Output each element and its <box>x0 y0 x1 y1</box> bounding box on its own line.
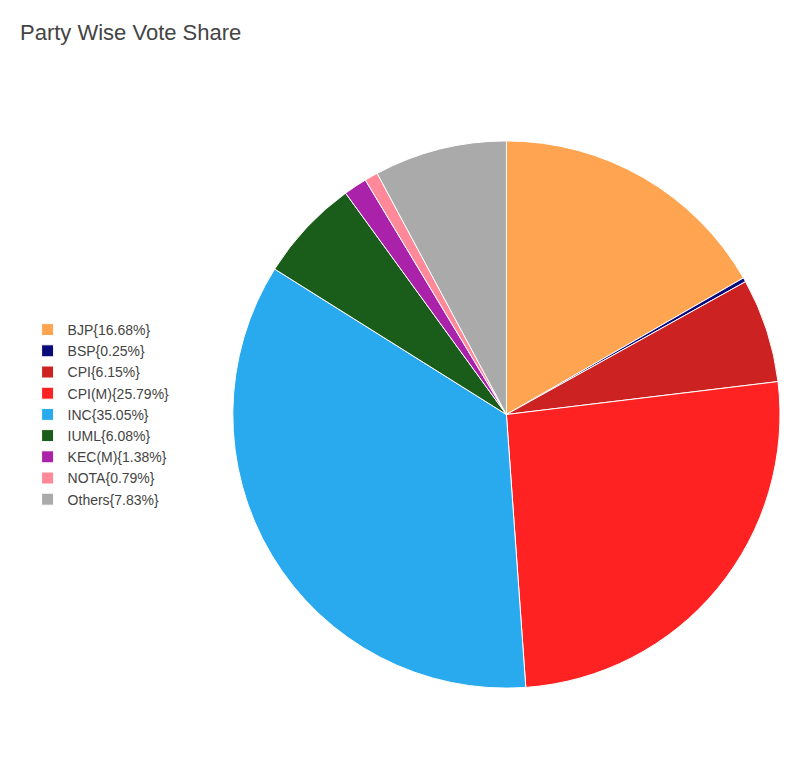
svg-text:Others{7.83%}: Others{7.83%} <box>68 492 159 508</box>
svg-text:NOTA{0.79%}: NOTA{0.79%} <box>68 470 155 486</box>
svg-text:BJP{16.68%}: BJP{16.68%} <box>68 322 151 338</box>
svg-text:BSP{0.25%}: BSP{0.25%} <box>68 343 145 359</box>
svg-text:CPI{6.15%}: CPI{6.15%} <box>68 364 141 380</box>
svg-text:IUML{6.08%}: IUML{6.08%} <box>68 428 151 444</box>
svg-text:KEC(M){1.38%}: KEC(M){1.38%} <box>68 449 167 465</box>
svg-text:INC{35.05%}: INC{35.05%} <box>68 407 149 423</box>
svg-text:Party Wise Vote Share: Party Wise Vote Share <box>20 20 241 45</box>
svg-text:CPI(M){25.79%}: CPI(M){25.79%} <box>68 386 169 402</box>
